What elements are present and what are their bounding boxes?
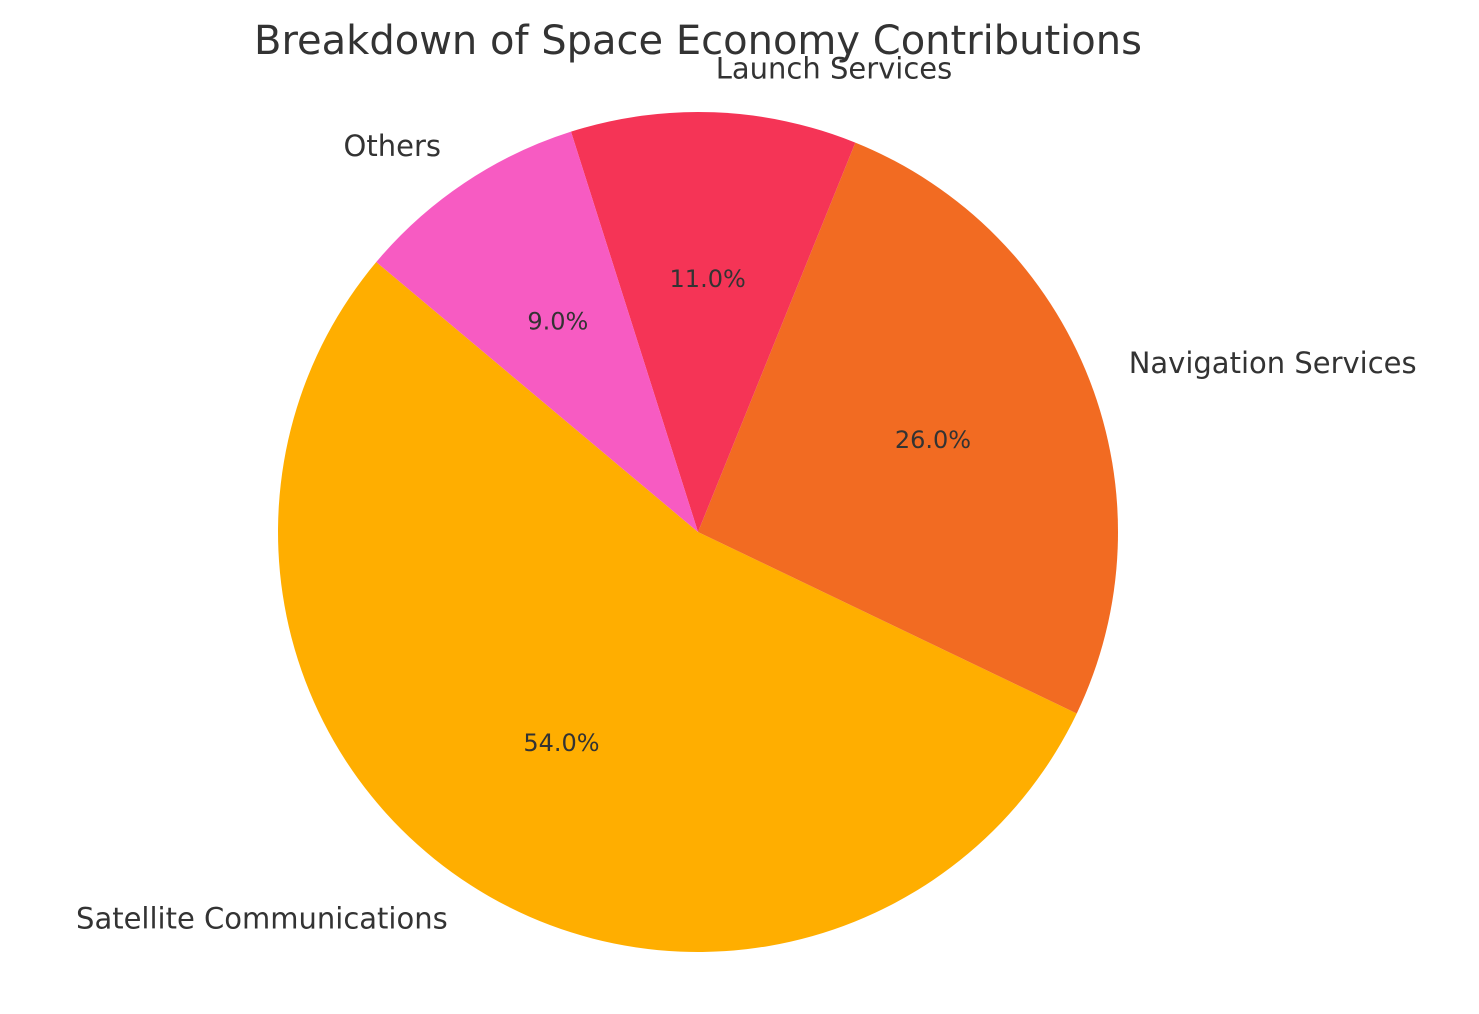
- pct-label-others: 9.0%: [527, 308, 588, 336]
- chart-title: Breakdown of Space Economy Contributions: [254, 18, 1142, 64]
- slice-label-navigation-services: Navigation Services: [1129, 346, 1417, 380]
- pie-slice-satellite-communications: [278, 262, 1077, 952]
- pie-slice-navigation-services: [698, 142, 1119, 714]
- pie-slices: [278, 111, 1119, 952]
- pie-slice-launch-services: [571, 111, 856, 533]
- pct-label-launch-services: 11.0%: [670, 265, 746, 293]
- pct-label-navigation-services: 26.0%: [895, 426, 971, 454]
- pct-label-satellite-communications: 54.0%: [523, 729, 599, 757]
- pie-labels: Satellite Communications 54.0% Navigation …: [76, 51, 1417, 935]
- slice-label-launch-services: Launch Services: [716, 51, 953, 85]
- slice-label-satellite-communications: Satellite Communications: [76, 901, 448, 935]
- pie-slice-others: [376, 131, 698, 532]
- slice-label-others: Others: [344, 129, 441, 163]
